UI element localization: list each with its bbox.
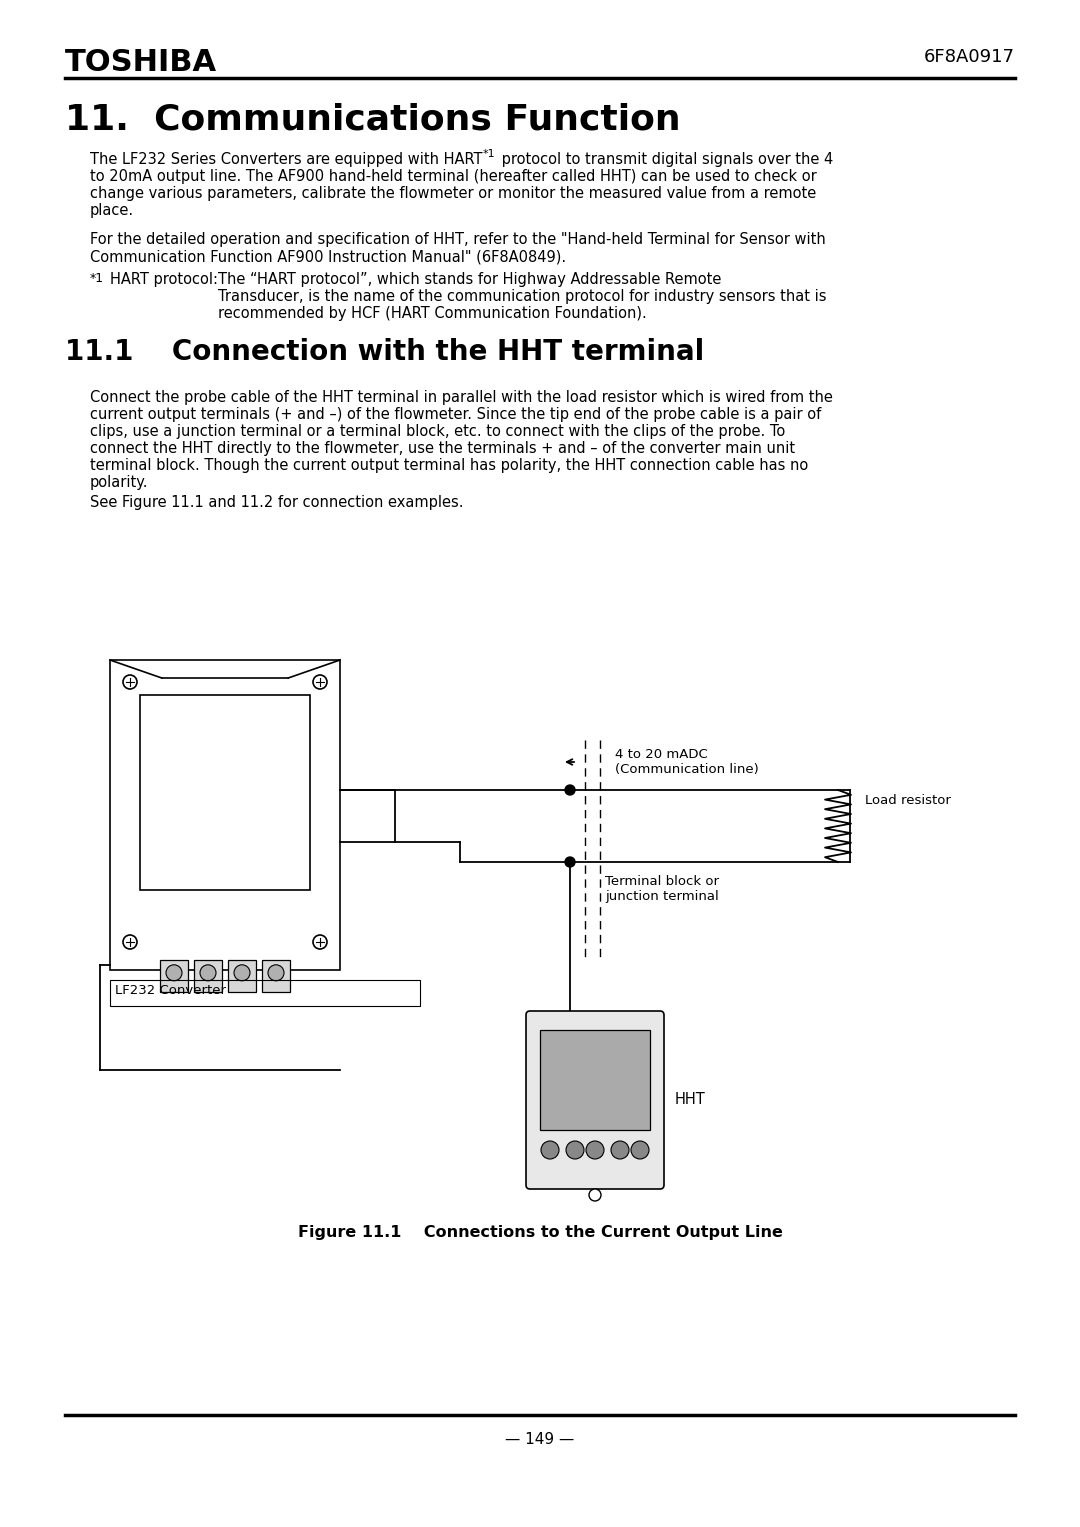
Bar — [110, 660, 340, 970]
FancyBboxPatch shape — [526, 1011, 664, 1190]
Text: Communication Function AF900 Instruction Manual" (6F8A0849).: Communication Function AF900 Instruction… — [90, 249, 566, 264]
Bar — [160, 960, 188, 993]
Text: protocol to transmit digital signals over the 4: protocol to transmit digital signals ove… — [497, 153, 834, 166]
Text: LF232 Converter: LF232 Converter — [114, 983, 226, 997]
Text: For the detailed operation and specification of HHT, refer to the "Hand-held Ter: For the detailed operation and specifica… — [90, 232, 826, 247]
Circle shape — [166, 965, 183, 980]
Circle shape — [200, 965, 216, 980]
Text: *1: *1 — [483, 150, 496, 159]
Text: place.: place. — [90, 203, 134, 218]
Circle shape — [123, 675, 137, 689]
Circle shape — [123, 935, 137, 948]
Circle shape — [589, 1190, 600, 1202]
Text: Connect the probe cable of the HHT terminal in parallel with the load resistor w: Connect the probe cable of the HHT termi… — [90, 389, 833, 405]
Text: The LF232 Series Converters are equipped with HART: The LF232 Series Converters are equipped… — [90, 153, 483, 166]
Circle shape — [565, 857, 575, 867]
Bar — [228, 960, 256, 993]
Text: current output terminals (+ and –) of the flowmeter. Since the tip end of the pr: current output terminals (+ and –) of th… — [90, 408, 821, 421]
Text: 11.1    Connection with the HHT terminal: 11.1 Connection with the HHT terminal — [65, 337, 704, 366]
Text: terminal block. Though the current output terminal has polarity, the HHT connect: terminal block. Though the current outpu… — [90, 458, 808, 473]
Text: 4 to 20 mADC
(Communication line): 4 to 20 mADC (Communication line) — [615, 748, 759, 776]
Circle shape — [313, 935, 327, 948]
Text: change various parameters, calibrate the flowmeter or monitor the measured value: change various parameters, calibrate the… — [90, 186, 816, 202]
Text: Figure 11.1    Connections to the Current Output Line: Figure 11.1 Connections to the Current O… — [298, 1225, 782, 1240]
Text: recommended by HCF (HART Communication Foundation).: recommended by HCF (HART Communication F… — [218, 305, 647, 321]
Text: See Figure 11.1 and 11.2 for connection examples.: See Figure 11.1 and 11.2 for connection … — [90, 495, 463, 510]
Text: TOSHIBA: TOSHIBA — [65, 47, 217, 76]
Text: Load resistor: Load resistor — [865, 794, 950, 806]
Circle shape — [611, 1141, 629, 1159]
Text: 11.  Communications Function: 11. Communications Function — [65, 102, 680, 136]
Circle shape — [565, 785, 575, 796]
Text: HHT: HHT — [675, 1092, 705, 1107]
Text: 6F8A0917: 6F8A0917 — [924, 47, 1015, 66]
Circle shape — [234, 965, 249, 980]
Text: to 20mA output line. The AF900 hand-held terminal (hereafter called HHT) can be : to 20mA output line. The AF900 hand-held… — [90, 169, 816, 183]
Text: The “HART protocol”, which stands for Highway Addressable Remote: The “HART protocol”, which stands for Hi… — [218, 272, 721, 287]
Text: *1: *1 — [90, 272, 104, 286]
Circle shape — [268, 965, 284, 980]
Bar — [540, 1031, 650, 1130]
Bar — [194, 960, 222, 993]
Text: Terminal block or
junction terminal: Terminal block or junction terminal — [605, 875, 719, 902]
Circle shape — [566, 1141, 584, 1159]
Circle shape — [586, 1141, 604, 1159]
Bar — [140, 695, 310, 890]
Circle shape — [631, 1141, 649, 1159]
Text: HART protocol:: HART protocol: — [110, 272, 218, 287]
Bar — [262, 960, 291, 993]
Circle shape — [313, 675, 327, 689]
Text: polarity.: polarity. — [90, 475, 149, 490]
Bar — [110, 980, 420, 1006]
Text: — 149 —: — 149 — — [505, 1432, 575, 1448]
Circle shape — [541, 1141, 559, 1159]
Text: clips, use a junction terminal or a terminal block, etc. to connect with the cli: clips, use a junction terminal or a term… — [90, 425, 785, 438]
Text: Transducer, is the name of the communication protocol for industry sensors that : Transducer, is the name of the communica… — [218, 289, 826, 304]
Text: connect the HHT directly to the flowmeter, use the terminals + and – of the conv: connect the HHT directly to the flowmete… — [90, 441, 795, 457]
